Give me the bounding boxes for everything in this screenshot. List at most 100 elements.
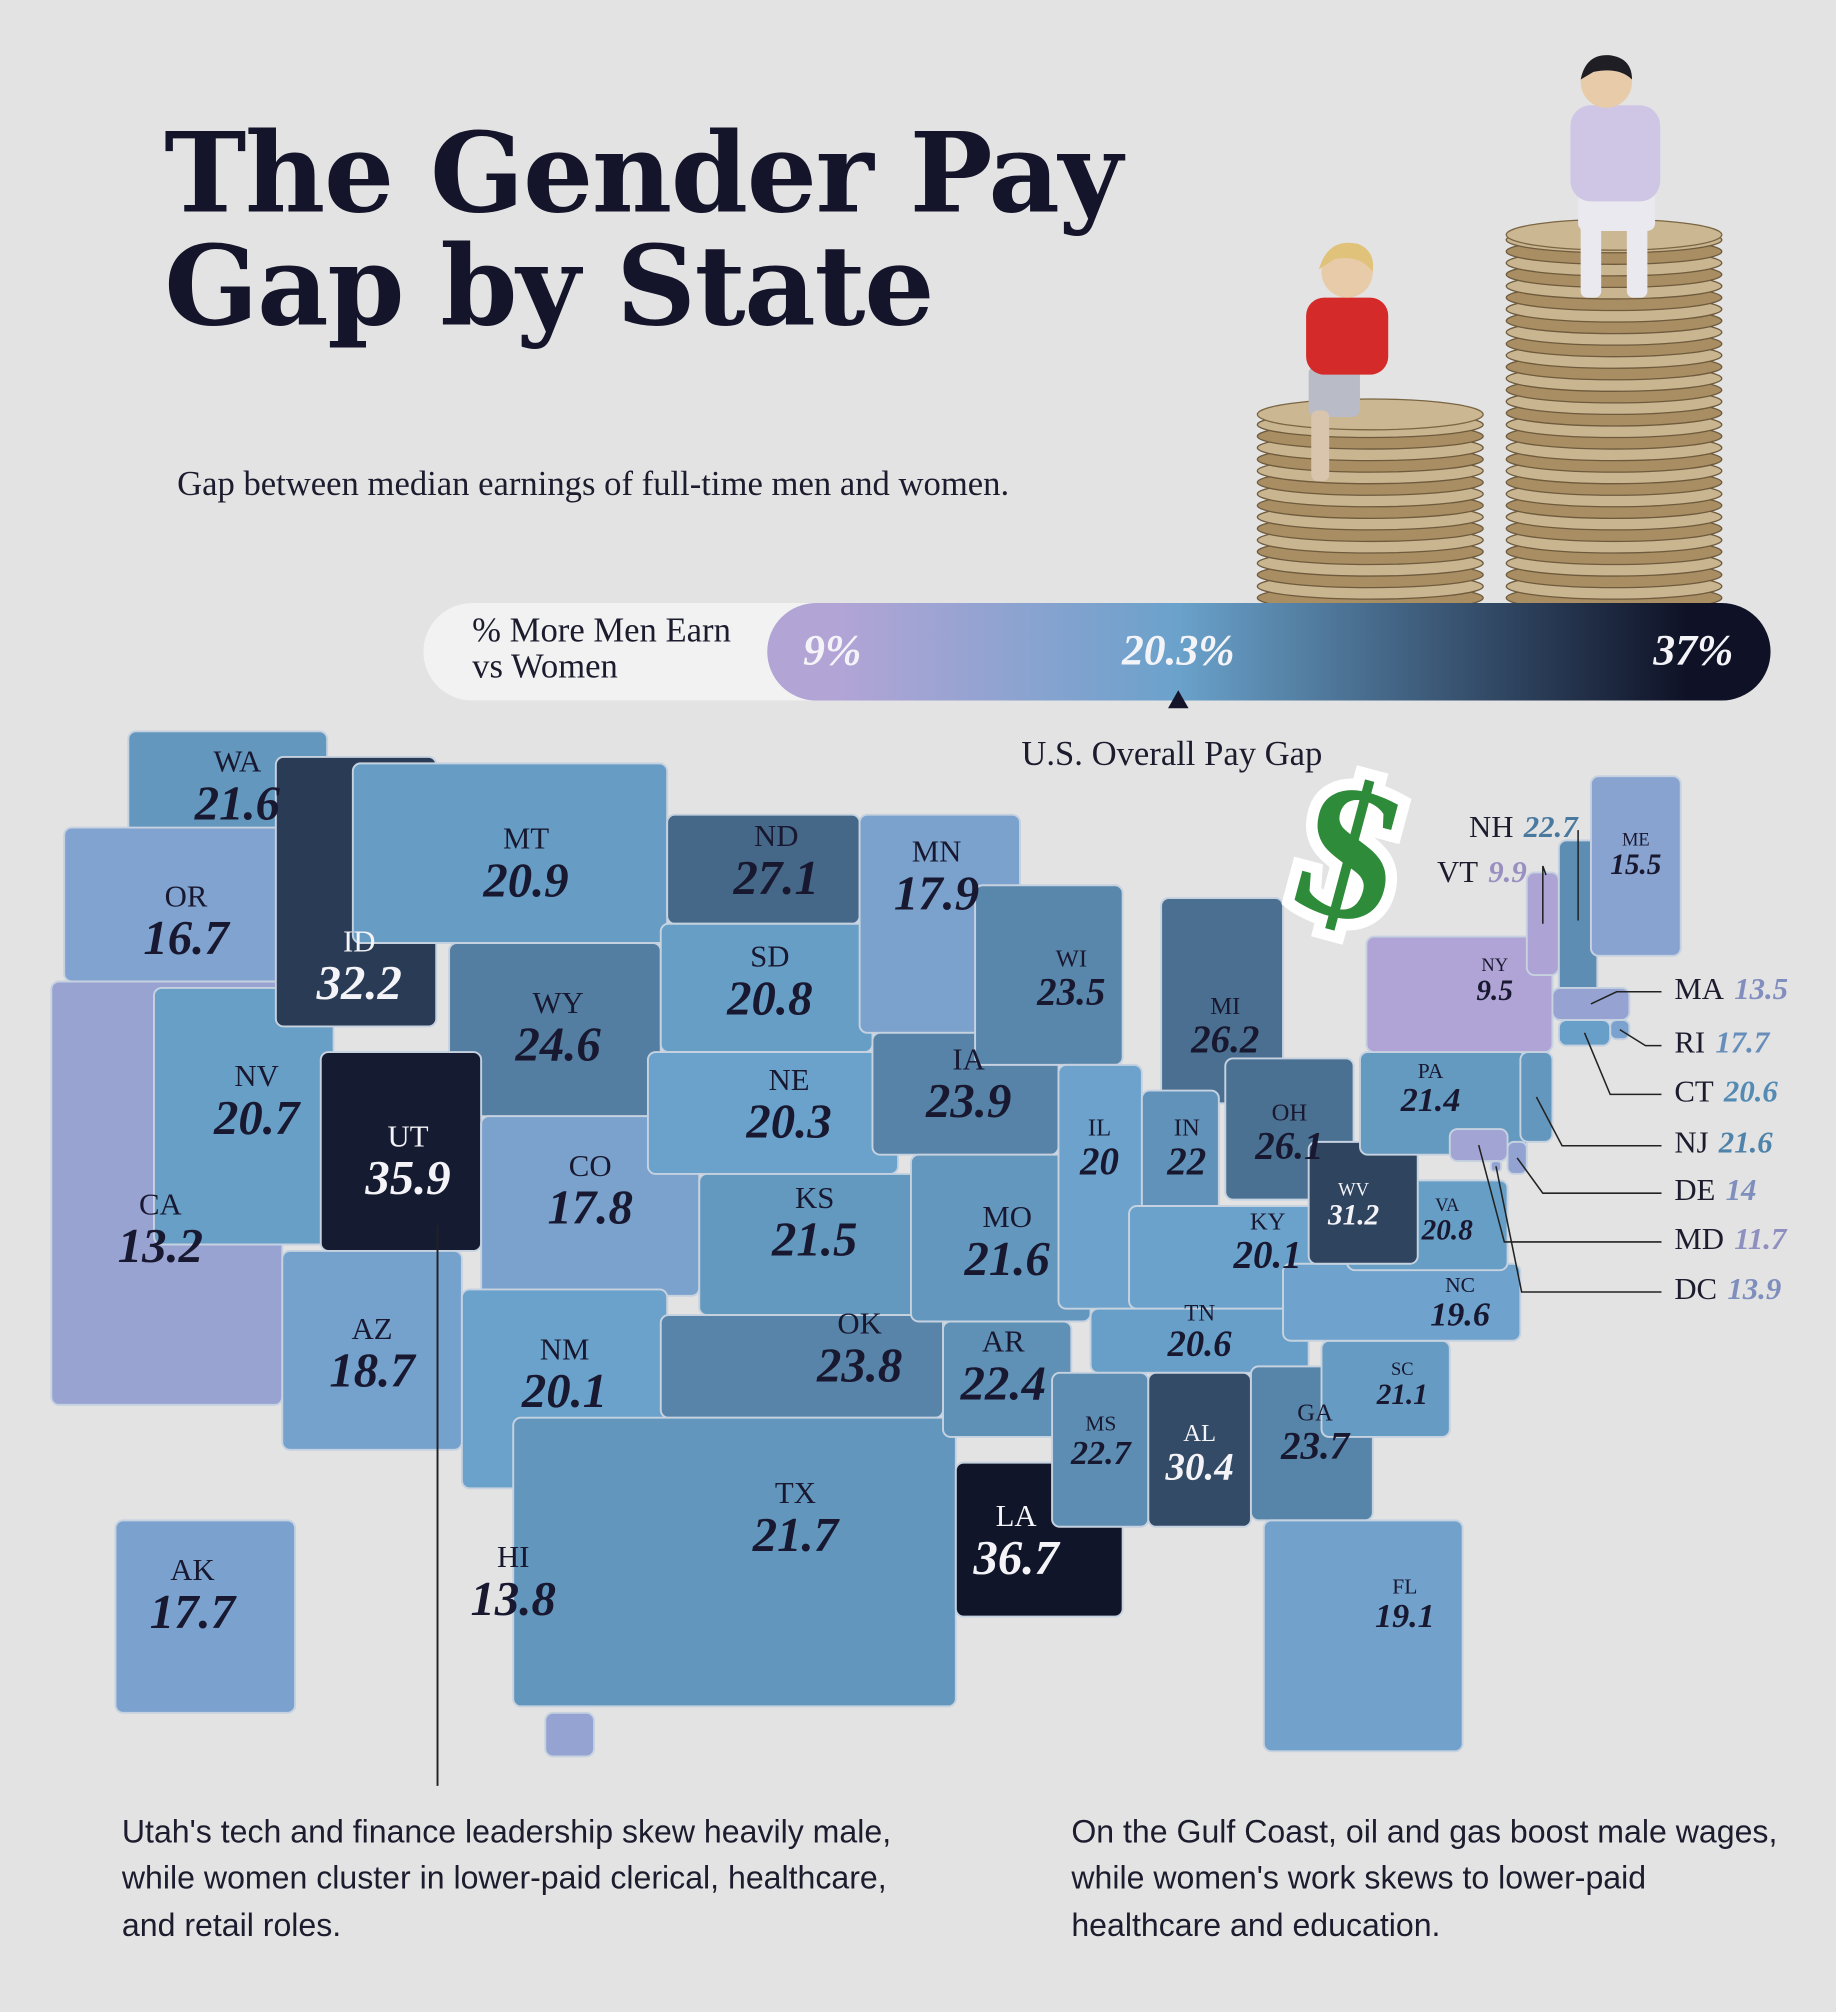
state-code: SC [1391,1359,1414,1379]
coin-top [1256,398,1484,431]
callout-line [1477,1144,1662,1243]
state-value: 16.7 [143,911,230,965]
callout-line [1535,1096,1662,1147]
state-value: 15.5 [1610,849,1661,881]
state-code: ID [343,924,375,958]
figure-hair [1318,242,1374,272]
state-code: WY [532,986,583,1020]
state-value: 18.7 [329,1344,416,1398]
state-code: MO [982,1200,1032,1234]
state-value: 22.7 [1070,1435,1133,1472]
callout-label: NJ 21.6 [1674,1126,1773,1160]
state-code: NC [1445,1273,1475,1297]
legend-gradient [767,603,1771,701]
state-value: 23.5 [1036,971,1105,1014]
state-code: KY [1250,1208,1286,1235]
state-labels: WA21.6OR16.7CA13.2NV20.7ID32.2MT20.9WY24… [118,745,1788,1639]
state-code: DE [1674,1173,1715,1207]
state-value: 9.5 [1476,975,1513,1007]
state-code: NM [540,1332,590,1366]
note-box: On the Gulf Coast, oil and gas boost mal… [1071,1814,1777,1943]
state-code: MI [1210,993,1240,1020]
state-value: 35.9 [364,1151,450,1205]
state-code: UT [387,1119,428,1153]
figure-legs [1308,365,1360,417]
state-value: 22.7 [1523,810,1579,844]
state-value: 22.4 [960,1356,1046,1410]
figure-legs [1311,410,1330,482]
state-value: 20.8 [726,971,812,1025]
legend: % More Men Earn vs Women 9% 20.3% 37% U.S. … [423,603,1771,773]
state-code: NH [1469,810,1513,844]
state-value: 9.9 [1488,855,1526,889]
state-value: 32.2 [316,956,402,1010]
state-code: HI [497,1540,529,1574]
state [1589,775,1682,957]
state-code: OR [165,879,208,913]
state-value: 31.2 [1327,1199,1379,1231]
state-code: MS [1085,1412,1116,1436]
figure-hair [1580,55,1632,80]
state-code: CT [1674,1074,1714,1108]
state-code: TN [1184,1299,1215,1325]
state-code: RI [1674,1026,1705,1060]
state [1262,1519,1464,1753]
state-value: 17.7 [1715,1026,1770,1060]
callout-label: RI 17.7 [1674,1026,1771,1060]
figure-legs [1580,218,1602,298]
title-box: The Gender Pay Gap by State [164,118,1122,352]
note: Utah's tech and finance leadership skew … [121,1814,892,1944]
state-value: 24.6 [514,1018,601,1072]
state-value: 20.8 [1421,1215,1474,1247]
state-code: WV [1338,1180,1369,1200]
state-value: 21.5 [771,1213,857,1267]
state-map [50,730,1682,1758]
state-code: OH [1272,1099,1308,1126]
state-value: 23.9 [925,1074,1011,1128]
state-value: 19.1 [1375,1598,1435,1635]
state-code: VT [1437,855,1478,889]
state-value: 13.5 [1734,972,1788,1006]
state-value: 26.1 [1254,1125,1323,1168]
legend-tick-label: 9% [803,626,861,674]
state [544,1711,596,1758]
figure-legs [1626,218,1648,298]
state-code: CA [139,1187,182,1221]
state-value: 21.6 [194,776,281,830]
callout-label: VT 9.9 [1437,855,1527,889]
legend-title-box: % More Men Earn vs Women [472,612,731,684]
state-value: 13.9 [1727,1272,1781,1306]
state-code: AZ [352,1312,393,1346]
state-value: 21.6 [964,1232,1051,1286]
state-value: 23.8 [816,1338,902,1392]
callout-line [1516,1157,1662,1194]
callout-label: MA 13.5 [1674,972,1788,1006]
state-value: 13.8 [471,1572,556,1626]
callout-label: NH 22.7 [1469,810,1579,844]
state-value: 11.7 [1734,1222,1788,1256]
callout-label: CT 20.6 [1674,1074,1778,1108]
callout-label: MD 11.7 [1674,1222,1788,1256]
state-code: FL [1392,1575,1417,1599]
state-value: 26.2 [1190,1018,1259,1061]
state-value: 21.7 [752,1508,840,1562]
state-code: WA [213,745,261,779]
legend-tick-label: 20.3% [1121,626,1235,674]
state-code: MN [912,835,962,869]
state-code: IN [1174,1115,1200,1142]
state-value: 36.7 [972,1531,1060,1585]
state-code: NV [234,1059,278,1093]
callout-label: DE 14 [1674,1173,1756,1207]
state-value: 20.9 [482,853,568,907]
state [1160,897,1284,1105]
state-value: 19.6 [1430,1296,1491,1333]
state-code: TX [775,1476,816,1510]
subtitle: Gap between median earnings of full-time… [177,464,1010,503]
state-value: 22 [1166,1140,1206,1183]
state-code: MA [1674,972,1724,1006]
title: The Gender Pay Gap by State [164,118,1122,352]
annotation-arrow [1168,690,1189,709]
state-value: 30.4 [1164,1445,1233,1488]
